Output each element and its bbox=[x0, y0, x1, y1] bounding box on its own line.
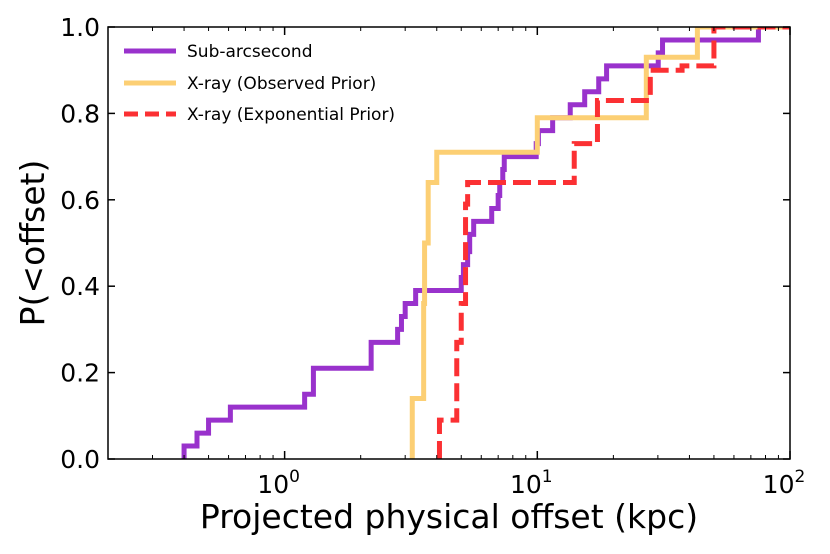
y-tick-label: 0.6 bbox=[60, 186, 100, 215]
legend: Sub-arcsecond X-ray (Observed Prior) X-ray… bbox=[124, 42, 395, 125]
legend-label-3: X-ray (Exponential Prior) bbox=[187, 105, 395, 125]
x-tick-base: 10 bbox=[510, 470, 542, 499]
legend-label-2: X-ray (Observed Prior) bbox=[187, 74, 376, 94]
y-tick-label: 0.2 bbox=[60, 359, 100, 388]
x-axis-title: Projected physical offset (kpc) bbox=[200, 497, 698, 536]
y-axis-title: P(<offset) bbox=[13, 160, 52, 327]
y-tick-label: 1.0 bbox=[60, 13, 100, 42]
series-line-1 bbox=[181, 27, 790, 459]
x-tick-label: 101 bbox=[510, 467, 553, 499]
x-tick-base: 10 bbox=[257, 470, 289, 499]
series-line-3 bbox=[436, 27, 790, 459]
y-tick-label: 0.4 bbox=[60, 272, 100, 301]
y-tick-label: 0.0 bbox=[60, 445, 100, 474]
x-tick-label: 100 bbox=[257, 467, 300, 499]
plot-frame bbox=[107, 26, 791, 460]
x-tick-exponent: 1 bbox=[542, 467, 553, 487]
x-tick-label: 102 bbox=[763, 467, 806, 499]
legend-label-1: Sub-arcsecond bbox=[187, 42, 313, 62]
y-tick-label: 0.8 bbox=[60, 99, 100, 128]
x-tick-base: 10 bbox=[763, 470, 795, 499]
series-layer bbox=[181, 27, 790, 459]
x-tick-exponent: 0 bbox=[289, 467, 300, 487]
series-line-2 bbox=[409, 27, 790, 459]
x-tick-exponent: 2 bbox=[794, 467, 805, 487]
